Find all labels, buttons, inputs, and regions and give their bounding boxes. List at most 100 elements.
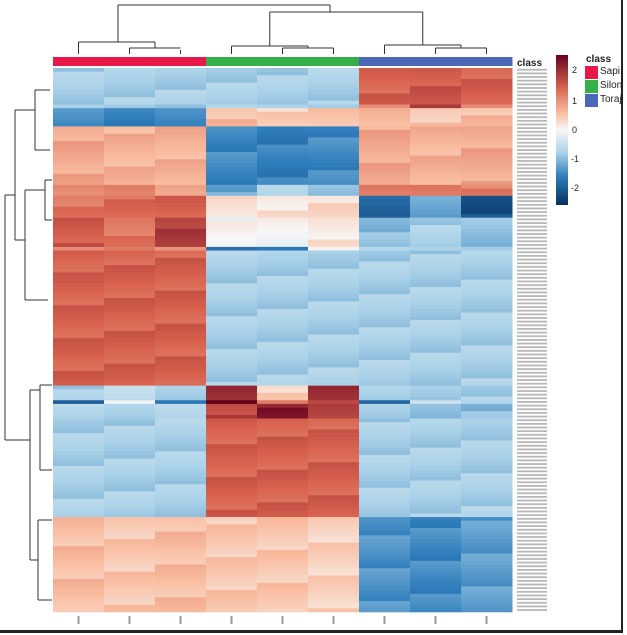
heatmap-cell xyxy=(206,86,258,91)
heatmap-cell xyxy=(308,601,360,605)
heatmap-cell xyxy=(155,451,207,456)
heatmap-cell xyxy=(359,403,411,408)
heatmap-cell xyxy=(155,192,207,197)
column-label xyxy=(383,616,386,624)
row-label xyxy=(517,218,547,221)
row-label xyxy=(517,444,547,447)
heatmap-cell xyxy=(104,192,156,197)
heatmap-cell xyxy=(359,316,411,321)
row-label xyxy=(517,291,547,294)
heatmap-cell xyxy=(206,586,258,591)
heatmap-cell xyxy=(461,159,513,164)
heatmap-cell xyxy=(104,604,156,609)
row-label xyxy=(517,240,547,243)
heatmap-cell xyxy=(257,100,309,105)
row-label xyxy=(517,200,547,203)
heatmap-cell xyxy=(257,82,309,87)
heatmap-cell xyxy=(104,108,156,113)
heatmap-cell xyxy=(257,495,309,500)
heatmap-cell xyxy=(206,265,258,270)
heatmap-cell xyxy=(257,476,309,481)
heatmap-cell xyxy=(206,385,258,390)
heatmap-cell xyxy=(53,199,105,204)
heatmap-cell xyxy=(206,535,258,540)
heatmap-cell xyxy=(410,389,462,394)
row-label xyxy=(517,247,547,250)
heatmap-cell xyxy=(104,232,156,237)
heatmap-cell xyxy=(155,531,207,536)
heatmap-cell xyxy=(206,593,258,598)
heatmap-cell xyxy=(155,89,207,94)
heatmap-cell xyxy=(410,429,462,434)
heatmap-cell xyxy=(257,78,309,83)
heatmap-cell xyxy=(53,97,105,102)
heatmap-cell xyxy=(53,381,105,386)
heatmap-cell xyxy=(410,239,462,244)
heatmap-cell xyxy=(359,203,411,208)
heatmap-cell xyxy=(53,389,105,394)
heatmap-cell xyxy=(410,217,462,222)
heatmap-cell xyxy=(461,89,513,94)
heatmap-cell xyxy=(461,319,513,324)
heatmap-cell xyxy=(104,396,156,401)
heatmap-cell xyxy=(206,89,258,94)
heatmap-cell xyxy=(257,334,309,339)
heatmap-cell xyxy=(53,243,105,248)
heatmap-cell xyxy=(206,97,258,102)
heatmap-cell xyxy=(461,276,513,281)
heatmap-cell xyxy=(257,444,309,449)
row-label xyxy=(517,273,547,276)
heatmap-cell xyxy=(461,71,513,76)
heatmap-cell xyxy=(308,195,360,200)
heatmap-cell xyxy=(257,177,309,182)
heatmap-cell xyxy=(257,122,309,127)
heatmap-cell xyxy=(257,469,309,474)
heatmap-cell xyxy=(206,155,258,160)
heatmap-cell xyxy=(461,192,513,197)
heatmap-cell xyxy=(308,455,360,459)
heatmap-cell xyxy=(461,290,513,295)
row-label xyxy=(517,510,547,513)
heatmap-cell xyxy=(257,290,309,295)
row-label xyxy=(517,302,547,305)
heatmap-cell xyxy=(461,254,513,259)
heatmap-cell xyxy=(206,151,258,156)
heatmap-cell xyxy=(410,480,462,485)
heatmap-cell xyxy=(410,455,462,459)
heatmap-cell xyxy=(257,184,309,189)
heatmap-cell xyxy=(155,546,207,551)
heatmap-cell xyxy=(461,352,513,357)
heatmap-cell xyxy=(308,316,360,321)
heatmap-cell xyxy=(308,261,360,266)
heatmap-cell xyxy=(461,283,513,288)
heatmap-cell xyxy=(206,327,258,332)
row-label xyxy=(517,481,547,484)
heatmap-cell xyxy=(308,436,360,441)
heatmap-cell xyxy=(461,546,513,551)
row-label xyxy=(517,94,547,97)
heatmap-cell xyxy=(410,254,462,259)
heatmap-cell xyxy=(104,528,156,532)
heatmap-cell xyxy=(461,261,513,266)
legend-swatch xyxy=(585,94,598,107)
heatmap-cell xyxy=(155,575,207,580)
heatmap-cell xyxy=(155,122,207,127)
heatmap-cell xyxy=(410,593,462,598)
heatmap-cell xyxy=(206,287,258,292)
heatmap-cell xyxy=(410,97,462,102)
heatmap-cell xyxy=(53,400,105,405)
heatmap-cell xyxy=(53,476,105,481)
heatmap-cell xyxy=(104,360,156,365)
heatmap-cell xyxy=(53,214,105,218)
heatmap-cell xyxy=(359,170,411,175)
heatmap-cell xyxy=(257,203,309,208)
heatmap-cell xyxy=(155,82,207,87)
heatmap-cell xyxy=(359,484,411,489)
heatmap-cell xyxy=(359,487,411,492)
legend-swatch xyxy=(585,66,598,79)
heatmap-cell xyxy=(410,199,462,204)
heatmap-cell xyxy=(308,290,360,295)
heatmap-cell xyxy=(206,455,258,459)
heatmap-cell xyxy=(155,440,207,445)
